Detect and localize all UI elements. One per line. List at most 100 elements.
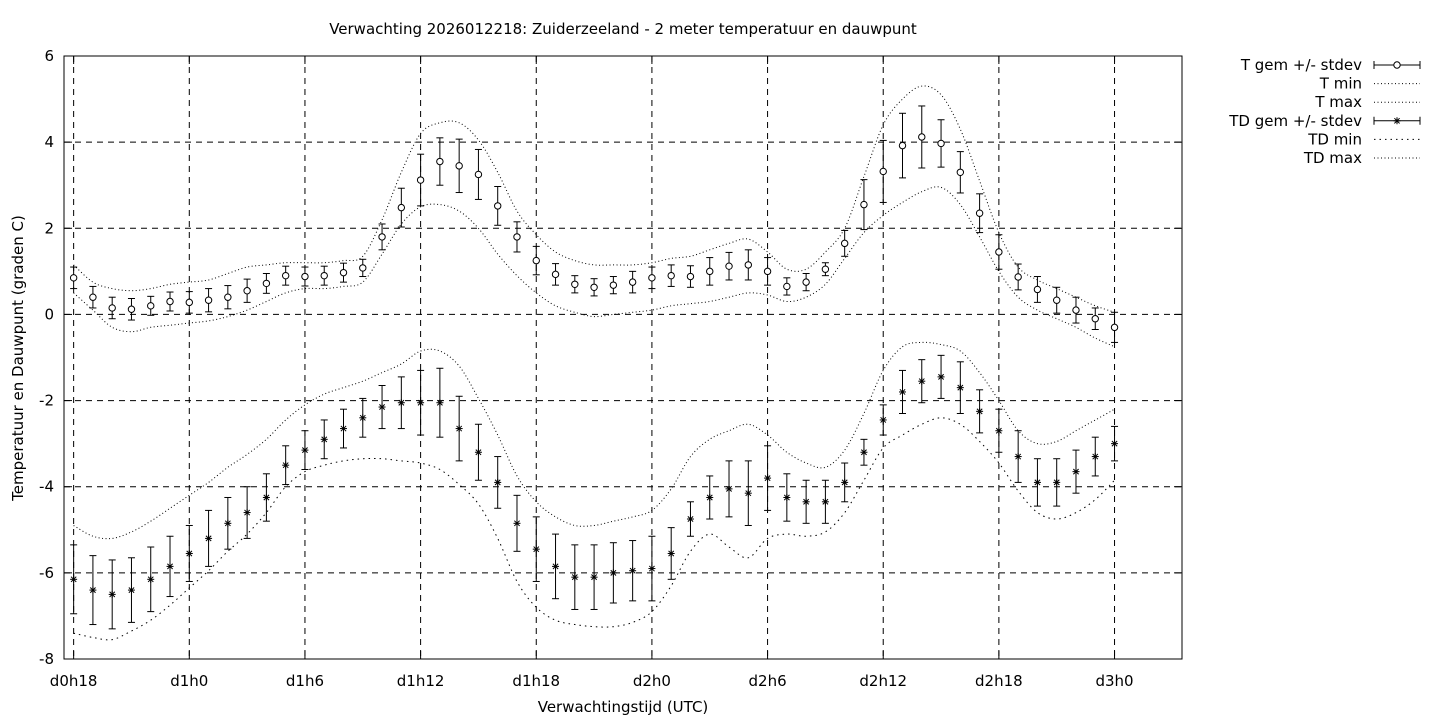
data-point-marker: [301, 447, 308, 454]
data-point-marker: [1014, 273, 1022, 281]
data-point-marker: [879, 167, 887, 176]
chart-title: Verwachting 2026012218: Zuiderzeeland - …: [329, 20, 917, 38]
data-point-marker: [995, 248, 1003, 256]
data-point-marker: [1073, 468, 1079, 475]
data-point-marker: [551, 270, 560, 279]
x-tick-label: d2h6: [749, 672, 787, 690]
data-point-marker: [186, 550, 193, 557]
data-point-marker: [744, 261, 752, 269]
legend-label: TD min: [1307, 130, 1362, 148]
data-point-marker: [918, 378, 925, 385]
data-point-marker: [840, 239, 849, 248]
data-point-marker: [243, 287, 251, 295]
x-tick-label: d2h0: [633, 672, 671, 690]
data-point-marker: [475, 449, 482, 456]
data-point-marker: [378, 233, 386, 241]
data-point-marker: [456, 425, 463, 432]
data-point-marker: [609, 281, 618, 289]
series-td-max: [73, 341, 1115, 540]
data-point-marker: [706, 494, 713, 501]
data-point-marker: [397, 203, 406, 212]
data-point-marker: [802, 278, 810, 286]
data-point-marker: [860, 449, 867, 456]
data-point-marker: [533, 546, 540, 553]
data-point-marker: [763, 267, 772, 276]
legend-item: TD gem +/- stdev: [1228, 112, 1421, 130]
y-tick-label: -8: [39, 650, 54, 668]
legend-label: TD gem +/- stdev: [1228, 112, 1362, 130]
data-point-marker: [822, 498, 829, 505]
data-point-marker: [995, 427, 1002, 434]
data-point-marker: [108, 304, 116, 312]
data-point-marker: [436, 399, 443, 406]
data-point-marker: [571, 574, 578, 581]
data-point-marker: [841, 479, 848, 486]
data-point-marker: [938, 373, 945, 380]
data-point-marker: [956, 168, 965, 176]
data-point-marker: [687, 516, 694, 522]
data-point-marker: [340, 425, 347, 432]
data-point-marker: [668, 550, 675, 557]
data-point-marker: [128, 587, 135, 594]
data-point-marker: [262, 279, 271, 288]
x-axis-label: Verwachtingstijd (UTC): [538, 698, 709, 716]
x-tick-label: d3h0: [1095, 672, 1133, 690]
data-point-marker: [494, 479, 501, 486]
plot-frame: [63, 55, 1183, 660]
data-point-marker: [880, 416, 887, 423]
legend-item: T gem +/- stdev: [1240, 56, 1421, 74]
grid-lines: [64, 56, 1182, 659]
data-point-marker: [70, 576, 77, 583]
data-point-marker: [628, 278, 637, 286]
data-point-marker: [69, 274, 78, 282]
data-point-marker: [379, 404, 386, 411]
data-point-marker: [321, 436, 328, 443]
data-point-marker: [301, 272, 309, 281]
data-point-marker: [166, 297, 174, 306]
data-point-marker: [726, 485, 732, 492]
series-line-td-max: [73, 341, 1115, 540]
data-point-marker: [1015, 453, 1022, 460]
y-tick-label: 2: [44, 219, 54, 237]
data-point-marker: [667, 271, 675, 280]
data-point-marker: [1034, 479, 1041, 486]
y-tick-label: -2: [39, 392, 54, 410]
y-axis-label: Temperatuur en Dauwpunt (graden C): [9, 215, 27, 502]
data-point-marker: [764, 475, 771, 482]
data-point-marker: [957, 384, 964, 391]
data-point-marker: [1110, 323, 1119, 332]
x-tick-label: d1h18: [512, 672, 560, 690]
data-point-marker: [224, 293, 232, 301]
series-t-min: [73, 186, 1115, 348]
data-point-marker: [398, 399, 405, 406]
data-point-marker: [629, 567, 636, 574]
data-point-marker: [937, 139, 945, 148]
data-point-marker: [1072, 306, 1080, 314]
y-tick-label: 4: [44, 133, 54, 151]
y-tick-label: 0: [44, 305, 54, 323]
data-point-marker: [783, 494, 790, 501]
data-point-marker: [282, 462, 289, 469]
data-point-marker: [1092, 453, 1099, 460]
data-point-marker: [591, 574, 598, 581]
legend-marker: [1394, 117, 1400, 124]
data-point-marker: [725, 262, 733, 270]
data-series: [69, 85, 1119, 641]
data-point-marker: [1091, 315, 1099, 323]
data-point-marker: [899, 388, 906, 395]
x-tick-label: d2h12: [859, 672, 907, 690]
data-point-marker: [686, 272, 695, 281]
data-point-marker: [167, 563, 173, 570]
data-point-marker: [204, 296, 213, 304]
legend-item: T max: [1314, 93, 1420, 111]
data-point-marker: [571, 280, 579, 288]
series-line-t-min: [73, 186, 1115, 348]
data-point-marker: [417, 399, 424, 406]
x-tick-label: d0h18: [50, 672, 98, 690]
legend-item: TD min: [1307, 130, 1420, 148]
data-point-marker: [706, 267, 714, 276]
data-point-marker: [147, 302, 155, 310]
data-point-marker: [821, 265, 830, 273]
data-point-marker: [185, 298, 193, 307]
